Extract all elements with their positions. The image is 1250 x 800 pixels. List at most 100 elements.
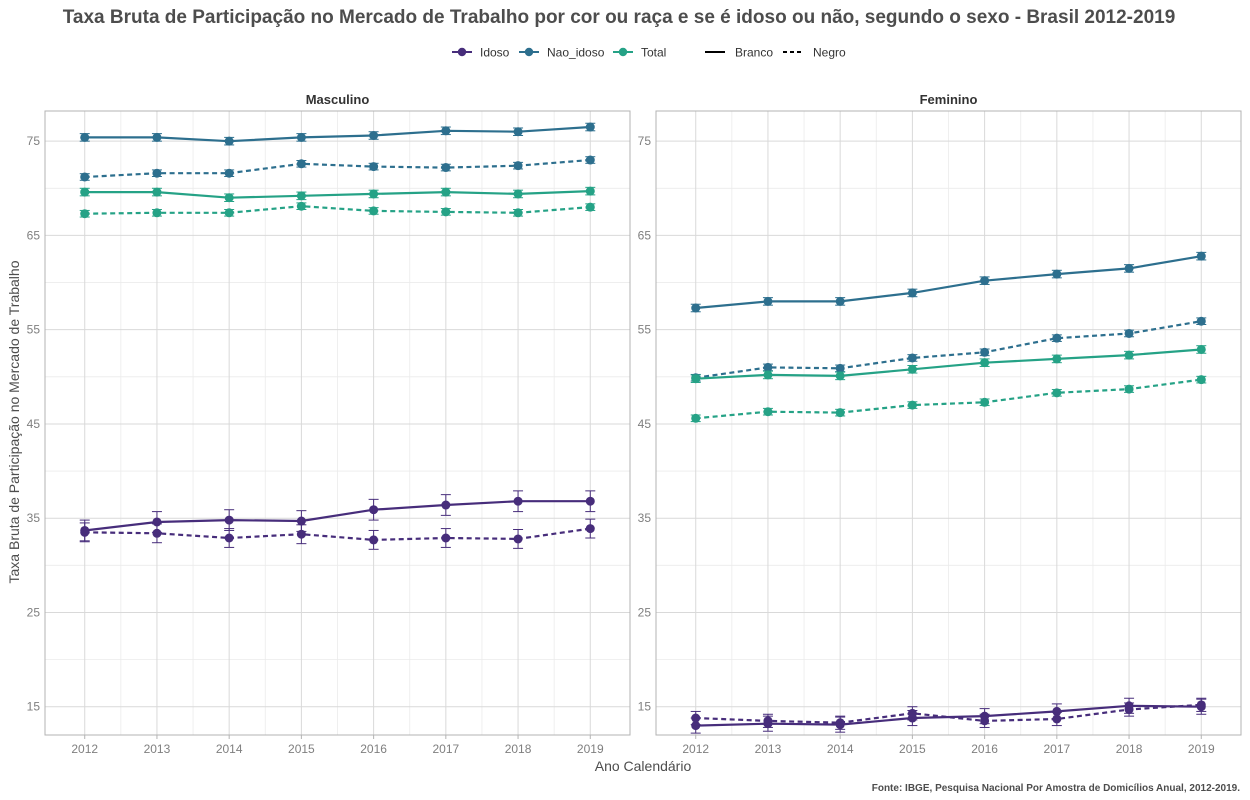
- data-point-total-negro: [585, 202, 595, 212]
- strip-label-feminino: Feminino: [920, 92, 978, 107]
- data-point-nao_idoso-branco: [513, 127, 523, 137]
- data-point-idoso-negro: [691, 713, 701, 723]
- data-point-nao_idoso-negro: [585, 155, 595, 165]
- data-point-total-branco: [835, 371, 845, 381]
- data-point-total-branco: [1124, 350, 1134, 360]
- data-point-idoso-negro: [907, 708, 917, 718]
- data-point-nao_idoso-branco: [369, 131, 379, 141]
- x-tick-label: 2014: [827, 742, 854, 756]
- y-tick-label: 65: [27, 228, 41, 242]
- data-point-total-branco: [224, 193, 234, 203]
- legend-key-point-idoso: [457, 47, 467, 57]
- data-point-nao_idoso-branco: [152, 132, 162, 142]
- data-point-total-branco: [369, 189, 379, 199]
- x-tick-label: 2015: [288, 742, 315, 756]
- y-tick-label: 75: [27, 134, 41, 148]
- data-point-idoso-negro: [513, 534, 523, 544]
- data-point-total-branco: [691, 374, 701, 384]
- data-point-idoso-branco: [513, 496, 523, 506]
- data-point-total-negro: [80, 209, 90, 219]
- data-point-total-branco: [152, 187, 162, 197]
- series-line-nao_idoso-branco: [695, 255, 1202, 310]
- data-point-nao_idoso-negro: [152, 168, 162, 178]
- y-axis-title: Taxa Bruta de Participação no Mercado de…: [6, 260, 22, 583]
- data-point-nao_idoso-branco: [980, 276, 990, 286]
- x-tick-label: 2016: [971, 742, 998, 756]
- panel-border: [655, 110, 1242, 736]
- data-point-total-branco: [763, 370, 773, 380]
- data-point-total-negro: [513, 208, 523, 218]
- data-point-total-negro: [1124, 384, 1134, 394]
- data-point-total-branco: [441, 187, 451, 197]
- data-point-idoso-negro: [585, 524, 595, 534]
- x-axis-ticks: 2012 2013 2014 2015 2016 2017 2018 2019 2012 2013…: [71, 735, 1215, 756]
- data-point-nao_idoso-branco: [835, 296, 845, 306]
- data-point-total-negro: [980, 397, 990, 407]
- data-point-idoso-branco: [296, 516, 306, 526]
- data-point-nao_idoso-branco: [585, 122, 595, 132]
- data-point-nao_idoso-branco: [441, 126, 451, 136]
- x-tick-label: 2013: [755, 742, 782, 756]
- x-tick-label: 2018: [1116, 742, 1143, 756]
- x-tick-label: 2019: [577, 742, 604, 756]
- y-tick-label: 55: [27, 323, 41, 337]
- data-point-nao_idoso-negro: [980, 347, 990, 357]
- data-point-idoso-branco: [441, 500, 451, 510]
- y-tick-label: 35: [638, 511, 652, 525]
- x-tick-label: 2012: [71, 742, 98, 756]
- data-point-idoso-negro: [441, 533, 451, 543]
- data-point-nao_idoso-negro: [763, 362, 773, 372]
- y-tick-label: 75: [638, 134, 652, 148]
- data-point-nao_idoso-negro: [1124, 328, 1134, 338]
- y-tick-label: 25: [27, 605, 41, 619]
- series-line-total-branco: [695, 348, 1202, 380]
- data-point-idoso-branco: [585, 496, 595, 506]
- legend-key-point-nao_idoso: [524, 47, 534, 57]
- y-tick-label: 65: [638, 228, 652, 242]
- series-line-idoso-branco: [695, 704, 1202, 727]
- data-point-total-negro: [296, 201, 306, 211]
- data-point-nao_idoso-branco: [80, 132, 90, 142]
- data-point-total-branco: [980, 358, 990, 368]
- data-point-nao_idoso-negro: [224, 168, 234, 178]
- data-point-nao_idoso-negro: [441, 163, 451, 173]
- data-point-nao_idoso-negro: [296, 159, 306, 169]
- data-point-idoso-negro: [369, 535, 379, 545]
- data-point-total-branco: [1052, 354, 1062, 364]
- data-point-total-negro: [691, 413, 701, 423]
- data-point-idoso-negro: [835, 718, 845, 728]
- legend: Idoso Nao_idoso Total Branco Negro: [452, 46, 846, 60]
- data-point-idoso-negro: [980, 716, 990, 726]
- data-point-nao_idoso-branco: [1052, 269, 1062, 279]
- data-point-idoso-negro: [763, 716, 773, 726]
- legend-label-nao_idoso: Nao_idoso: [547, 46, 605, 60]
- data-point-nao_idoso-branco: [907, 288, 917, 298]
- data-point-idoso-branco: [224, 515, 234, 525]
- data-point-idoso-negro: [224, 533, 234, 543]
- data-point-idoso-negro: [1196, 700, 1206, 710]
- data-point-nao_idoso-negro: [513, 161, 523, 171]
- y-tick-label: 35: [27, 511, 41, 525]
- data-point-nao_idoso-negro: [1196, 316, 1206, 326]
- series-line-nao_idoso-branco: [84, 125, 591, 143]
- y-tick-label: 15: [27, 700, 41, 714]
- data-point-idoso-negro: [1052, 714, 1062, 724]
- data-point-total-negro: [907, 400, 917, 410]
- data-point-idoso-negro: [152, 528, 162, 538]
- panel-masculino: Masculino: [44, 92, 631, 736]
- panel-border: [44, 110, 631, 736]
- data-point-total-negro: [1052, 388, 1062, 398]
- data-point-nao_idoso-branco: [1124, 263, 1134, 273]
- data-point-total-branco: [513, 189, 523, 199]
- x-tick-label: 2016: [360, 742, 387, 756]
- series-line-total-branco: [84, 190, 591, 199]
- legend-label-branco: Branco: [735, 46, 773, 60]
- x-tick-label: 2012: [682, 742, 709, 756]
- y-tick-label: 25: [638, 605, 652, 619]
- x-tick-label: 2018: [505, 742, 532, 756]
- data-point-total-branco: [1196, 344, 1206, 354]
- data-point-total-negro: [835, 408, 845, 418]
- data-point-idoso-branco: [691, 721, 701, 731]
- legend-label-negro: Negro: [813, 46, 846, 60]
